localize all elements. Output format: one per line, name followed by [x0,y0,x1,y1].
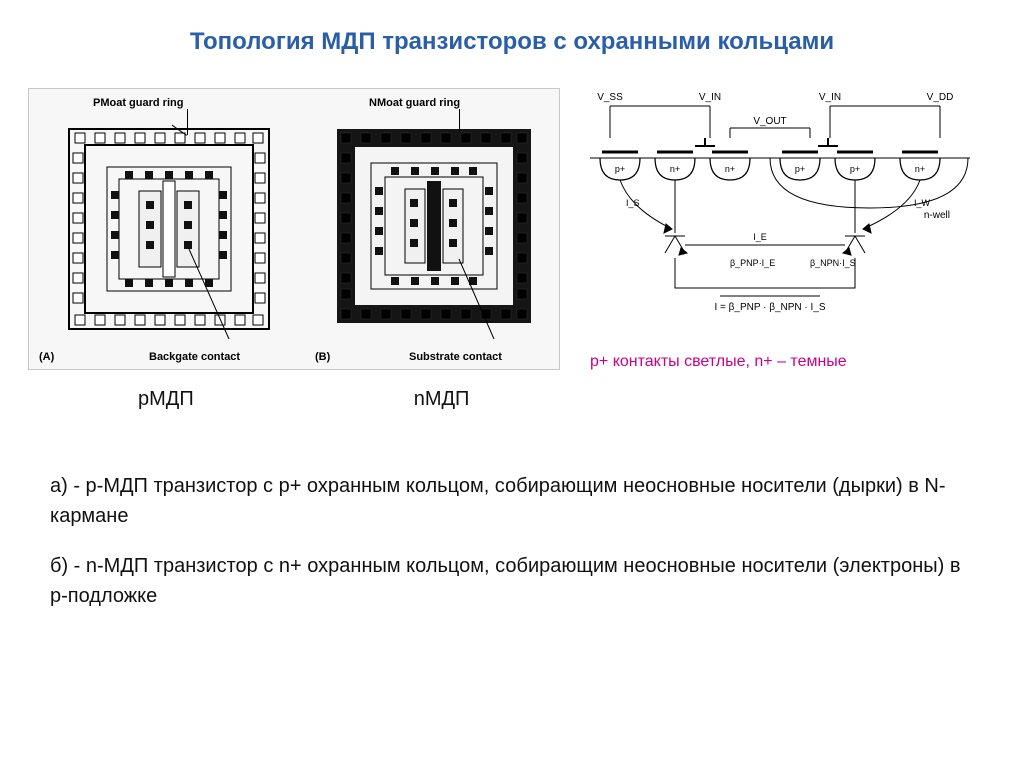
svg-text:p+: p+ [795,164,805,174]
fig-b-bottom-label: Substrate contact [409,351,502,363]
svg-text:I = β_PNP · β_NPN · I_S: I = β_PNP · β_NPN · I_S [714,302,825,313]
fig-a-bottom-label: Backgate contact [149,351,240,363]
fig-a-callout: PMoat guard ring [93,97,183,109]
fig-a-panel-label: (A) [39,351,54,363]
t-vin1: V_IN [699,92,721,103]
svg-text:I_W: I_W [914,198,931,208]
fig-b-panel-label: (B) [315,351,330,363]
layouts-block: PMoat guard ring [28,88,560,411]
layout-b: NMoat guard ring [309,89,559,369]
t-vout: V_OUT [753,116,786,127]
fig-b-callout: NMoat guard ring [369,97,460,109]
svg-text:β_NPN·I_S: β_NPN·I_S [810,258,856,268]
svg-text:n-well: n-well [924,210,950,221]
layout-b-svg [309,89,559,369]
para-a: а) - p-МДП транзистор с p+ охранным коль… [50,471,974,531]
svg-text:n+: n+ [670,164,680,174]
layout-a-svg [29,89,309,369]
contact-note: p+ контакты светлые, n+ – темные [580,353,996,371]
layout-a: PMoat guard ring [29,89,309,369]
svg-text:p+: p+ [850,164,860,174]
svg-text:I_E: I_E [753,232,767,242]
note-n: , n+ – темные [746,353,847,370]
body-text: а) - p-МДП транзистор с p+ охранным коль… [0,411,1024,611]
circuit-block: V_SS V_IN V_IN V_DD V_OUT p+ n+ n+ p+ p+… [580,88,996,371]
para-b: б) - n-МДП транзистор с n+ охранным коль… [50,551,974,611]
layouts-frame: PMoat guard ring [28,88,560,370]
svg-text:β_PNP·I_E: β_PNP·I_E [730,258,775,268]
figure-row: PMoat guard ring [0,68,1024,411]
sub-labels: pМДП nМДП [28,370,560,411]
sub-label-a: pМДП [138,388,194,411]
t-vdd: V_DD [927,92,954,103]
circuit-svg: V_SS V_IN V_IN V_DD V_OUT p+ n+ n+ p+ p+… [580,88,980,318]
svg-text:n+: n+ [725,164,735,174]
sub-label-b: nМДП [414,388,470,411]
t-vin2: V_IN [819,92,841,103]
note-p: p+ контакты светлые [590,353,746,370]
t-vss: V_SS [597,92,623,103]
svg-text:p+: p+ [615,164,625,174]
page-title: Топология МДП транзисторов с охранными к… [0,0,1024,68]
svg-text:n+: n+ [915,164,925,174]
svg-text:I_S: I_S [626,198,640,208]
